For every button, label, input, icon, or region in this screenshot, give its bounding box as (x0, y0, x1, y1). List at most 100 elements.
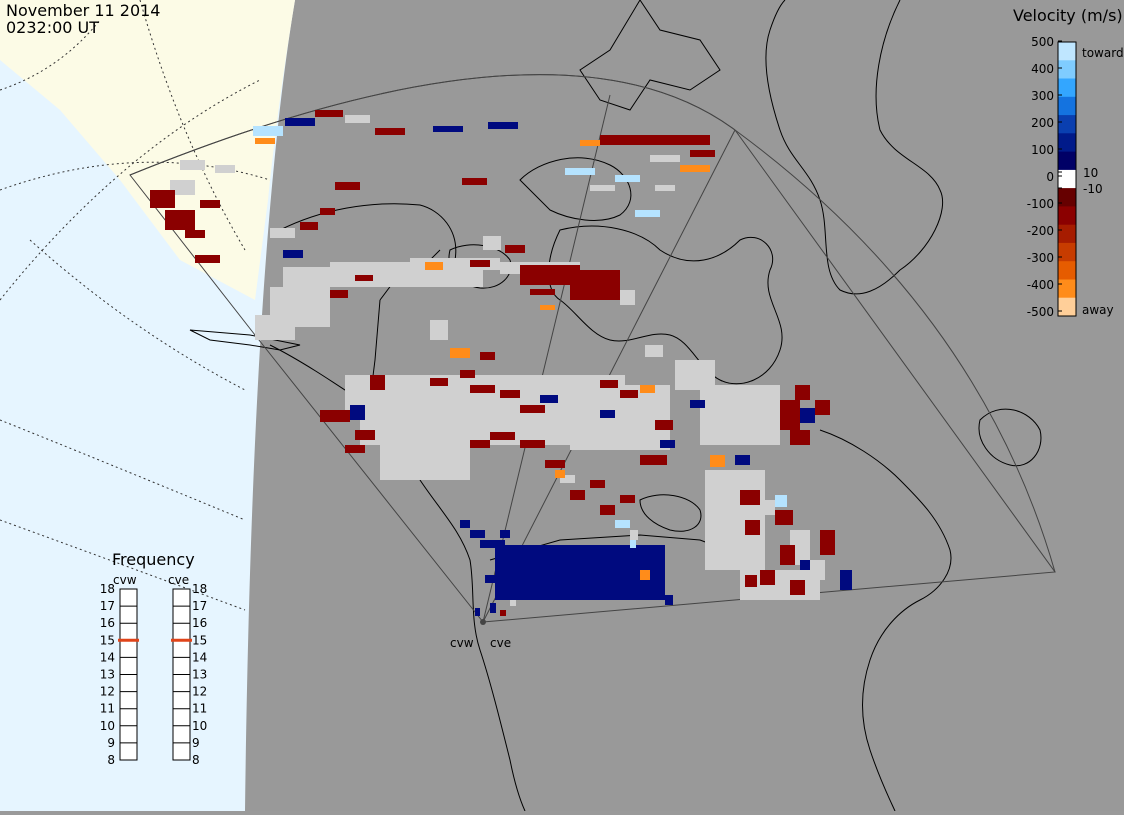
scatter-cell (600, 135, 710, 145)
scatter-cell (760, 570, 775, 585)
scatter-cell (270, 228, 295, 238)
scatter-cell (620, 390, 638, 398)
colorbar-swatch (1058, 169, 1076, 189)
scatter-cell (640, 385, 655, 393)
frequency-panel: Frequency cvw cve 1817161514131211109818… (100, 550, 208, 767)
scatter-cell (520, 405, 545, 413)
scatter-cell (488, 122, 518, 129)
frequency-tick-label: 8 (192, 753, 200, 767)
colorbar-tick-label: -10 (1083, 182, 1103, 196)
scatter-cell (255, 138, 275, 144)
frequency-tick-label: 17 (192, 599, 207, 613)
hudson-bay (548, 225, 783, 385)
frequency-tick-label: 10 (100, 719, 115, 733)
scatter-cell (650, 155, 680, 162)
scatter-cell (540, 305, 555, 310)
scatter-cell (620, 580, 645, 600)
scatter-cell (630, 530, 638, 540)
great-lakes (639, 494, 702, 532)
scatter-cell (195, 255, 220, 263)
scatter-cell (485, 575, 500, 583)
scatter-cell (655, 185, 675, 191)
scatter-cell (253, 126, 283, 136)
colorbar-swatch (1058, 96, 1076, 116)
scatter-cell (500, 390, 520, 398)
scatter-cell (690, 150, 715, 157)
scatter-cell (490, 603, 496, 613)
colorbar-swatch (1058, 115, 1076, 134)
scatter-cell (710, 455, 725, 467)
frequency-tick-label: 12 (192, 685, 207, 699)
scatter-cell (555, 470, 565, 478)
site-label-cvw: cvw (450, 636, 474, 650)
colorbar-swatch (1058, 206, 1076, 226)
scatter-cell (690, 400, 705, 408)
scatter-cell (775, 510, 793, 525)
scatter-cell (590, 480, 605, 488)
scatter-cell (165, 210, 195, 230)
scatter-cell (660, 440, 675, 448)
scatter-cell (565, 168, 595, 175)
scatter-cell (370, 375, 385, 390)
scatter-cell (315, 110, 343, 117)
scatter-cell (560, 475, 575, 483)
frequency-tick-label: 15 (192, 633, 207, 647)
scatter-cell (462, 178, 487, 185)
scatter-cell (680, 165, 710, 172)
frequency-tick-label: 12 (100, 685, 115, 699)
scatter-cell (450, 348, 470, 358)
colorbar-tick-label: 500 (1031, 35, 1054, 49)
scatter-cell (470, 530, 485, 538)
time-label: 0232:00 UT (6, 18, 99, 37)
colorbar-tick-label: 300 (1031, 89, 1054, 103)
scatter-cell (735, 455, 750, 465)
frequency-tick-label: 13 (100, 668, 115, 682)
scatter-cell (600, 505, 615, 515)
scatter-cell (380, 445, 470, 480)
date-label: November 11 2014 (6, 1, 160, 20)
toward-label: toward (1082, 46, 1124, 60)
scatter-cell (665, 595, 673, 605)
colorbar-tick-label: -300 (1027, 251, 1054, 265)
greenland-coast (765, 0, 944, 295)
colorbar-swatch (1058, 151, 1076, 171)
scatter-cell (545, 460, 565, 468)
colorbar-tick-label: 100 (1031, 143, 1054, 157)
scatter-cell (483, 236, 501, 250)
scatter-cell (255, 315, 295, 340)
velocity-colorbar: Velocity (m/s) 500400300200100100-10-100… (1013, 6, 1124, 319)
scatter-cell (620, 495, 635, 503)
frequency-tick-label: 11 (192, 702, 207, 716)
scatter-cell (283, 250, 303, 258)
colorbar-tick-label: -100 (1027, 197, 1054, 211)
scatter-cell (345, 115, 370, 123)
scatter-cell (655, 455, 667, 465)
scatter-cell (580, 140, 600, 146)
scatter-cell (745, 575, 757, 587)
scatter-cell (745, 520, 760, 535)
scatter-cell (375, 128, 405, 135)
scatter-cell (475, 608, 480, 616)
scatter-cell (640, 455, 660, 465)
scatter-cell (425, 262, 443, 270)
scatter-cell (600, 380, 618, 388)
colorbar-tick-label: -200 (1027, 224, 1054, 238)
colorbar-frame (1057, 41, 1077, 317)
scatter-cell (285, 118, 315, 126)
scatter-cell (820, 530, 835, 555)
scatter-cell (150, 190, 175, 208)
site-label-cve: cve (490, 636, 511, 650)
away-label: away (1082, 303, 1114, 317)
frequency-tick-label: 11 (100, 702, 115, 716)
scatter-cell (795, 385, 810, 400)
scatter-cell (460, 520, 470, 528)
scatter-cell (780, 400, 800, 430)
scatter-cell (345, 445, 365, 453)
scatter-cell (790, 430, 810, 445)
scatter-cell (480, 540, 505, 548)
newfoundland (978, 408, 1042, 467)
scatter-cell (620, 290, 635, 305)
scatter-cell (430, 378, 448, 386)
scatter-cell (430, 320, 448, 340)
colorbar-swatch (1058, 297, 1076, 317)
